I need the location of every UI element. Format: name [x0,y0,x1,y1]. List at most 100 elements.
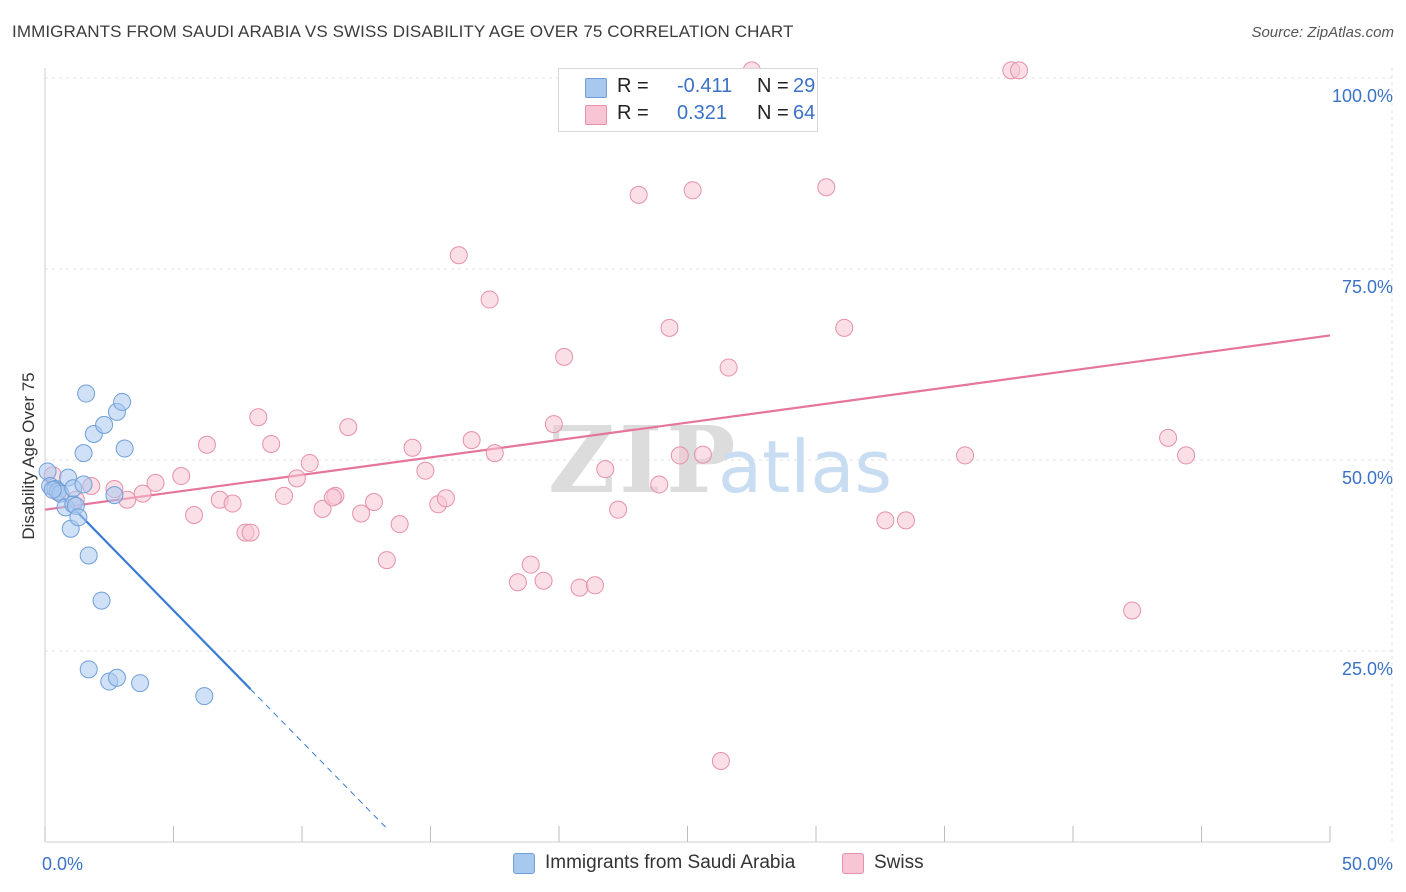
point-swiss [660,318,679,337]
point-saudi [43,480,62,499]
point-saudi [107,668,126,687]
point-swiss [835,318,854,337]
y-tick-label: 50.0% [1342,468,1393,488]
point-swiss [693,445,712,464]
point-saudi [195,687,214,706]
point-swiss [570,578,589,597]
point-saudi [95,415,114,434]
point-swiss [275,486,294,505]
point-swiss [146,473,165,492]
point-swiss [596,460,615,479]
point-swiss [719,358,738,377]
tick-labels: 25.0% 50.0% 75.0% 100.0% 0.0% 50.0% [42,86,1393,874]
bottom-legend-label-swiss: Swiss [874,852,924,873]
legend-n-value-swiss: 64 [793,102,816,124]
point-swiss [670,446,689,465]
point-swiss [521,555,540,574]
point-swiss [1159,428,1178,447]
point-saudi [131,674,150,693]
watermark-atlas: atlas [718,425,892,509]
point-saudi [79,546,98,565]
legend-r-value-swiss: 0.321 [677,102,728,124]
point-swiss [436,489,455,508]
point-saudi [74,444,93,463]
point-swiss [403,438,422,457]
point-swiss [364,493,383,512]
x-tick-label: 0.0% [42,854,83,874]
legend-swatch-swiss [585,105,607,125]
legend-r-label: R = [617,102,649,124]
grid-lines [45,68,1393,842]
legend-swatch-saudi [585,78,607,98]
point-swiss [449,246,468,265]
point-swiss [462,431,481,450]
point-swiss [1010,61,1029,80]
point-swiss [223,494,242,513]
point-swiss [262,434,281,453]
y-tick-label: 25.0% [1342,659,1393,679]
point-swiss [956,446,975,465]
point-swiss [683,181,702,200]
point-swiss [508,573,527,592]
point-swiss [876,511,895,530]
point-swiss [585,576,604,595]
bottom-legend-label-saudi: Immigrants from Saudi Arabia [545,852,796,873]
point-swiss [609,500,628,519]
point-swiss [650,475,669,494]
point-swiss [172,467,191,486]
point-swiss [555,347,574,366]
point-swiss [197,435,216,454]
data-points [38,61,1196,771]
point-swiss [485,444,504,463]
y-tick-label: 75.0% [1342,277,1393,297]
source-label: Source: ZipAtlas.com [1251,24,1394,41]
point-swiss [416,461,435,480]
point-swiss [629,185,648,204]
point-swiss [133,484,152,503]
bottom-legend-swatch-swiss [842,853,864,874]
chart-title: IMMIGRANTS FROM SAUDI ARABIA VS SWISS DI… [12,22,794,41]
point-swiss [377,551,396,570]
legend-n-label: N = [757,102,789,124]
point-swiss [287,469,306,488]
point-saudi [115,439,134,458]
legend-r-label: R = [617,75,649,97]
point-saudi [77,384,96,403]
bottom-legend-swatch-saudi [513,853,535,874]
legend-n-label: N = [757,75,789,97]
x-tick-label: 50.0% [1342,854,1393,874]
point-saudi [105,486,124,505]
point-swiss [249,408,268,427]
point-swiss [1177,446,1196,465]
point-saudi [79,660,98,679]
point-saudi [113,392,132,411]
watermark-zip: ZIP [548,406,739,514]
point-swiss [185,506,204,525]
point-swiss [711,752,730,771]
legend-r-value-saudi: -0.411 [677,75,733,97]
point-swiss [323,488,342,507]
legend-n-value-saudi: 29 [793,75,816,97]
legend: R = -0.411 N = 29 R = 0.321 N = 64 [558,68,818,132]
point-saudi [74,475,93,494]
point-swiss [480,290,499,309]
trend-line-swiss [44,334,1331,511]
point-swiss [1123,601,1142,620]
point-swiss [817,178,836,197]
axes [44,68,1331,843]
point-saudi [69,508,88,527]
y-axis-label: Disability Age Over 75 [19,372,38,539]
point-swiss [534,571,553,590]
point-swiss [352,504,371,523]
point-swiss [544,415,563,434]
point-saudi [92,591,111,610]
trend-line-saudi-extension [250,688,388,829]
point-swiss [300,454,319,473]
point-swiss [313,499,332,518]
point-swiss [241,523,260,542]
point-swiss [339,418,358,437]
point-swiss [896,511,915,530]
point-swiss [390,515,409,534]
y-tick-label: 100.0% [1332,86,1393,106]
